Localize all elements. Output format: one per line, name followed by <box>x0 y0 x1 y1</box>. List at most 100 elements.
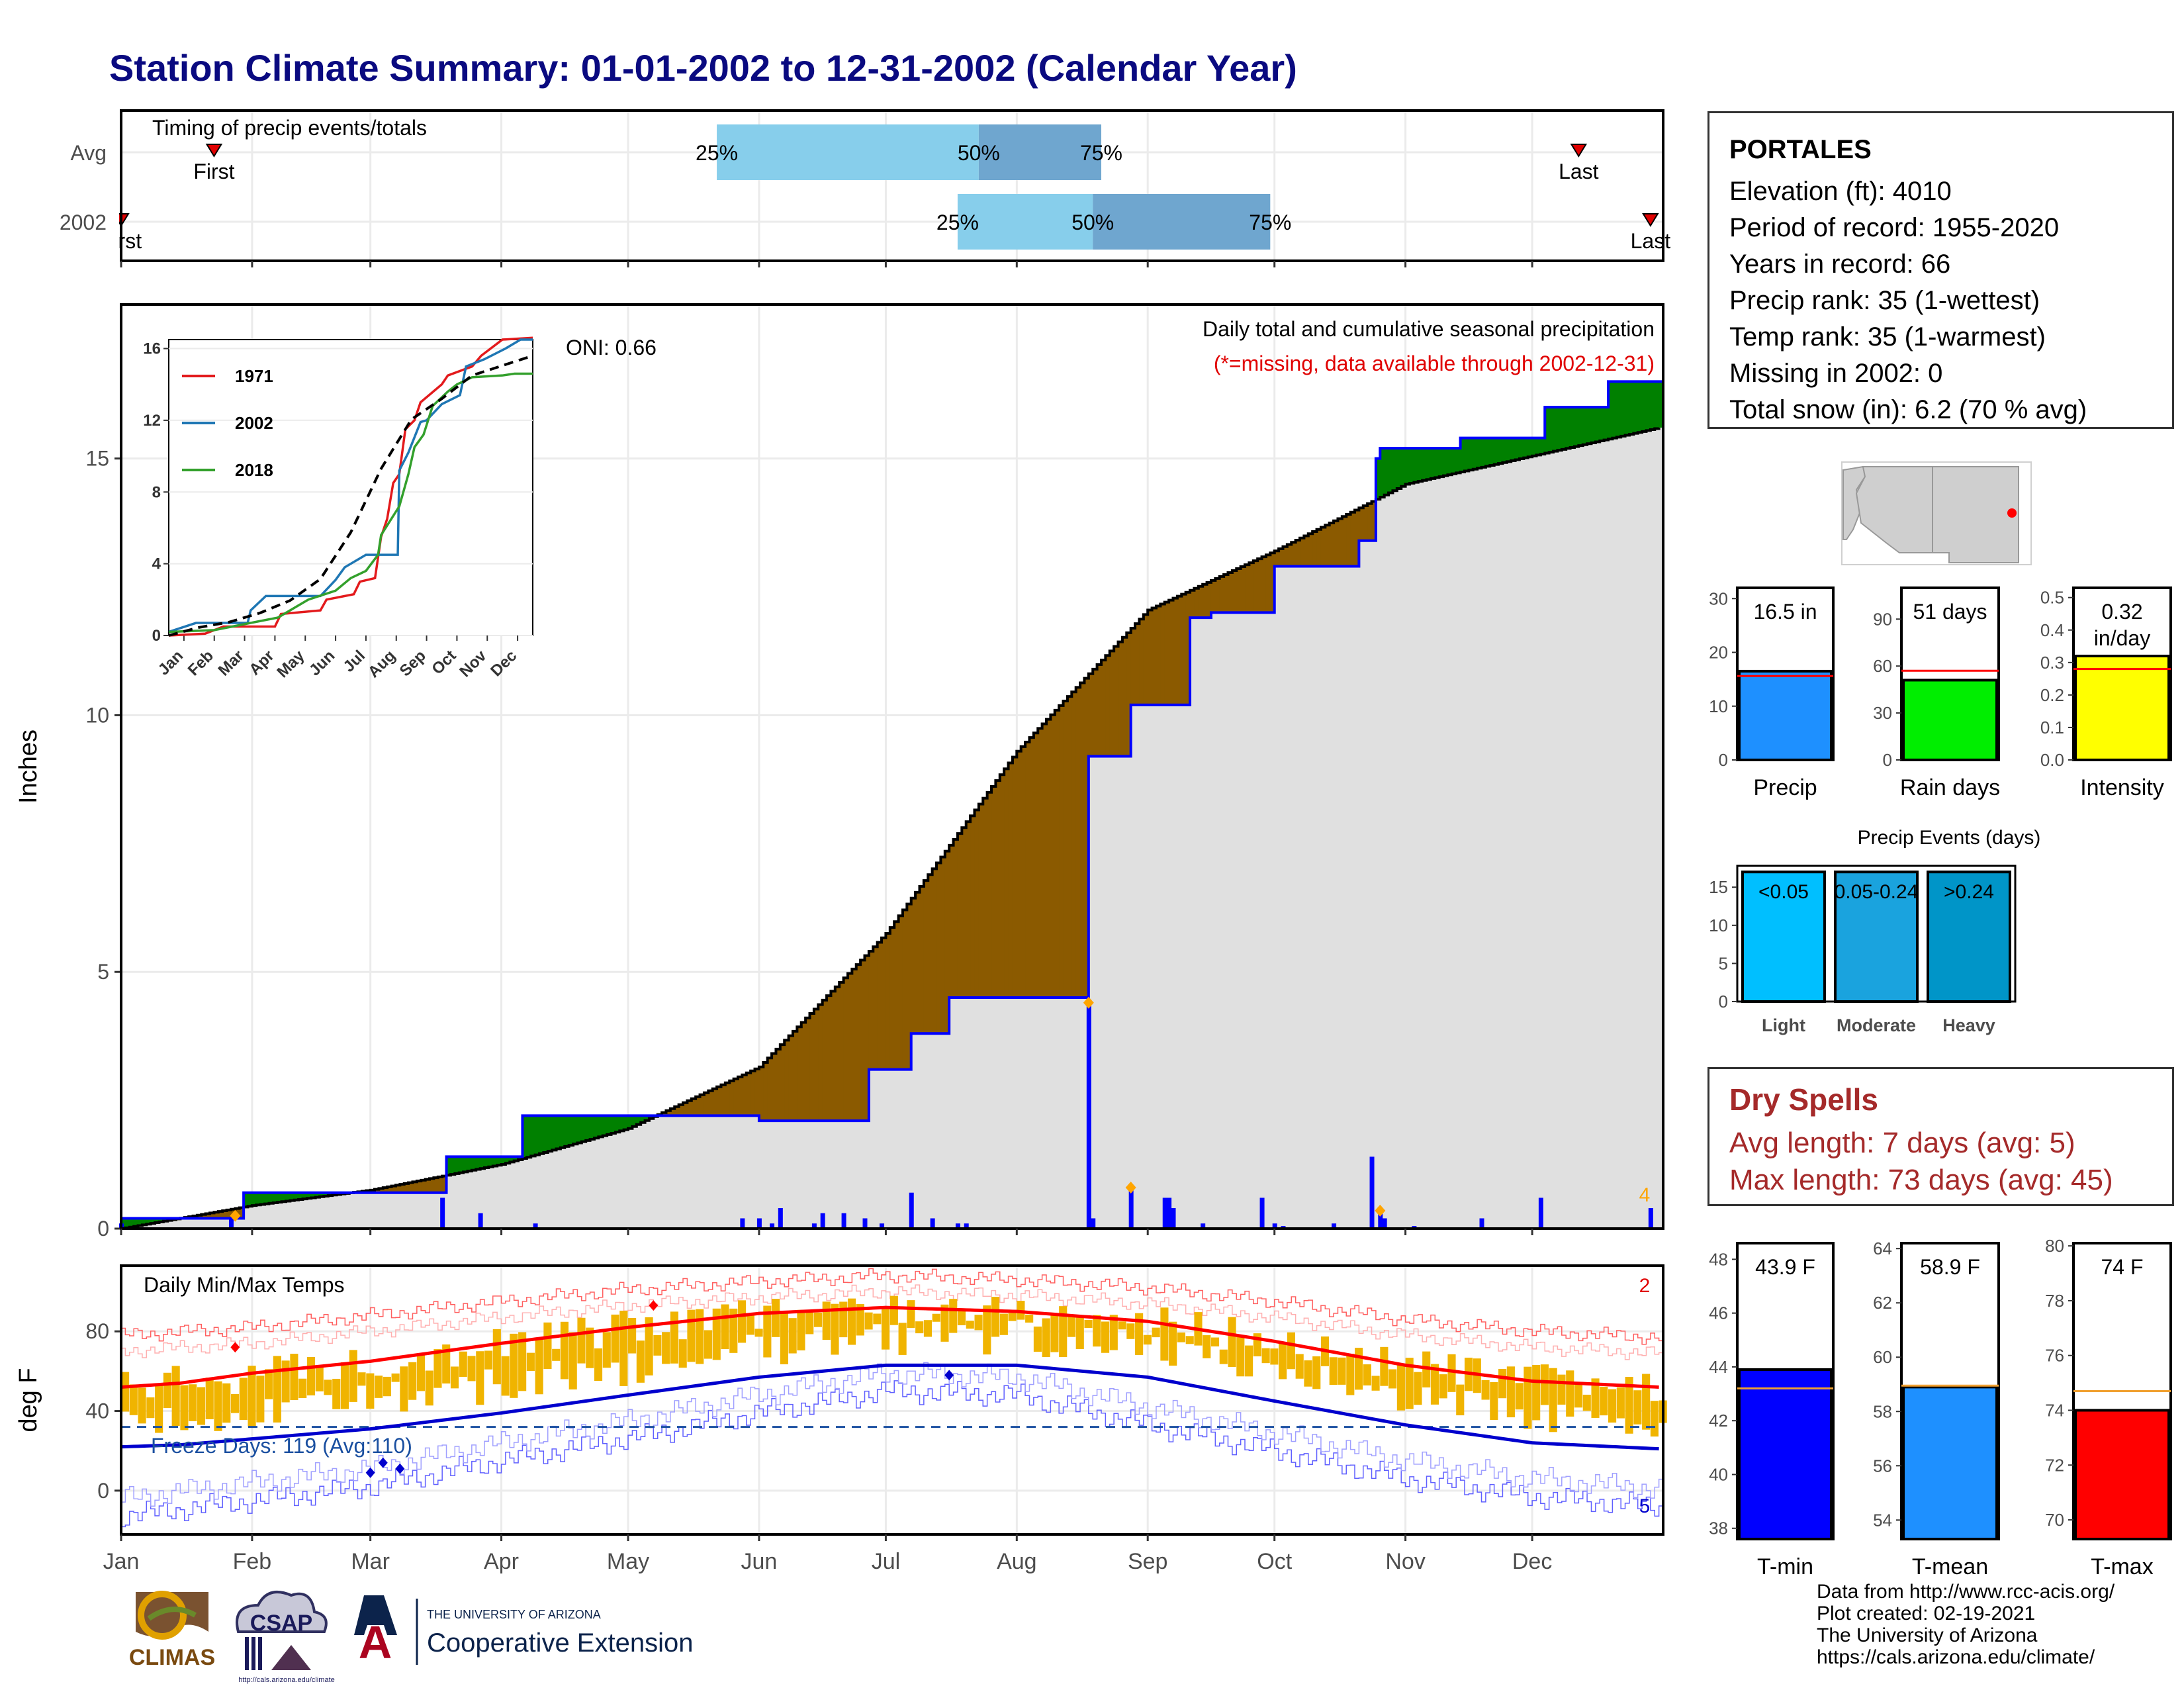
precip-base-fill <box>1325 566 1330 1229</box>
precip-base-fill <box>953 998 958 1229</box>
precip-base-fill <box>729 1115 735 1229</box>
precip-departure-bar <box>708 1090 713 1116</box>
temp-daily-range-bar <box>889 1295 898 1325</box>
precip-departure-bar <box>919 886 925 1034</box>
intensity-y-tick-label: 0.3 <box>2040 653 2064 673</box>
precip-departure-bar <box>1409 448 1414 484</box>
precip-y-tick-label: 10 <box>85 703 109 727</box>
temp-daily-range-bar <box>940 1304 949 1342</box>
precip-departure-bar <box>1460 438 1465 472</box>
precip-base-fill <box>1629 434 1634 1229</box>
precip-base-fill <box>1228 612 1233 1229</box>
precip-base-fill <box>1265 612 1271 1229</box>
precip-base-fill <box>662 1115 667 1229</box>
precip-departure-bar <box>1646 381 1651 431</box>
month-label: Apr <box>484 1549 519 1574</box>
temp-daily-range-bar <box>1093 1315 1101 1347</box>
precip-departure-bar <box>1456 448 1461 473</box>
precip-base-fill <box>214 1218 219 1229</box>
precip-departure-bar <box>788 1035 794 1121</box>
precip-departure-bar <box>395 1185 400 1193</box>
temp-daily-range-bar <box>1210 1337 1220 1347</box>
precip-departure-bar <box>1519 438 1524 459</box>
temp-daily-range-bar <box>408 1362 417 1400</box>
precip-daily-bar <box>778 1207 783 1229</box>
precip-departure-bar <box>615 1115 620 1133</box>
precip-total-y-tick-label: 20 <box>1709 643 1728 663</box>
temp-record-marker <box>378 1457 388 1468</box>
precip-base-fill <box>932 1033 937 1229</box>
precip-departure-bar <box>1249 563 1254 613</box>
precip-departure-bar <box>505 1156 510 1164</box>
precip-base-fill <box>1101 756 1106 1229</box>
temp-daily-range-bar <box>560 1321 569 1380</box>
month-label: Feb <box>233 1549 272 1574</box>
temp-daily-range-bar <box>442 1344 451 1383</box>
precip-departure-bar <box>767 1058 772 1121</box>
precip-departure-bar <box>683 1102 688 1116</box>
precip-base-fill <box>602 1135 608 1229</box>
precip-base-fill <box>1097 756 1102 1229</box>
temp-daily-range-bar <box>712 1308 721 1360</box>
precip-base-fill <box>1498 463 1504 1229</box>
precip-base-fill <box>843 1121 848 1229</box>
temp-daily-range-bar <box>1169 1321 1177 1366</box>
precip-base-fill <box>657 1115 662 1229</box>
precip-departure-bar <box>995 780 1001 998</box>
temp-daily-range-bar <box>526 1352 535 1372</box>
temp-daily-range-bar <box>1185 1336 1194 1344</box>
t-mean-y-tick-label: 54 <box>1873 1510 1892 1530</box>
precip-base-fill <box>340 1194 345 1229</box>
precip-total-value-bar <box>1738 669 1833 761</box>
temp-daily-range-bar <box>484 1350 493 1370</box>
temp-daily-range-bar <box>898 1323 907 1355</box>
precip-departure-bar <box>244 1192 249 1207</box>
precip-base-fill <box>1502 462 1508 1229</box>
temp-daily-range-bar <box>239 1378 248 1421</box>
temp-daily-range-bar <box>349 1350 357 1402</box>
precip-departure-bar <box>1325 525 1330 567</box>
precip-daily-bar <box>1171 1207 1176 1229</box>
precip-departure-bar <box>1257 559 1263 613</box>
precip-daily-bar <box>1086 1002 1091 1229</box>
precip-base-fill <box>1612 438 1617 1229</box>
precip-departure-bar <box>1063 701 1068 998</box>
precip-base-fill <box>349 1192 354 1229</box>
temp-y-axis-title: deg F <box>15 1368 42 1432</box>
precip-base-fill <box>1371 540 1377 1229</box>
temp-daily-range-bar <box>1642 1374 1651 1430</box>
station-years: Years in record: 66 <box>1729 250 1951 279</box>
station-snow: Total snow (in): 6.2 (70 % avg) <box>1729 395 2087 424</box>
precip-departure-bar <box>1312 531 1318 567</box>
precip-departure-bar <box>146 1218 152 1225</box>
precip-departure-bar <box>641 1115 646 1123</box>
precip-departure-bar <box>1215 578 1220 613</box>
precip-base-fill <box>1198 618 1203 1229</box>
precip-departure-bar <box>1469 438 1474 471</box>
precip-base-fill <box>1080 998 1085 1229</box>
precip-base-fill <box>1392 491 1398 1229</box>
precip-departure-bar <box>1224 574 1229 613</box>
precip-departure-bar <box>1054 710 1060 998</box>
precip-base-fill <box>586 1140 591 1229</box>
precip-departure-bar <box>1443 448 1449 476</box>
precip-departure-bar <box>1629 381 1634 435</box>
precip-departure-bar <box>226 1209 232 1219</box>
precip-base-fill <box>404 1192 409 1229</box>
station-location-marker <box>2007 508 2017 518</box>
precip-departure-bar <box>1050 714 1056 998</box>
precip-base-fill <box>430 1192 434 1229</box>
precip-base-fill <box>1637 432 1643 1229</box>
precip-departure-bar <box>1545 407 1550 453</box>
t-min-y-tick-label: 40 <box>1709 1464 1728 1484</box>
temp-daily-range-bar <box>1312 1356 1321 1389</box>
precip-base-fill <box>1600 441 1605 1229</box>
precip-departure-bar <box>433 1178 439 1193</box>
precip-base-fill <box>999 998 1005 1229</box>
precip-base-fill <box>285 1201 291 1229</box>
precip-base-fill <box>598 1137 604 1229</box>
precip-base-fill <box>674 1115 680 1229</box>
precip-base-fill <box>1355 566 1359 1229</box>
precip-base-fill <box>1350 566 1355 1229</box>
precip-departure-bar <box>159 1218 164 1222</box>
